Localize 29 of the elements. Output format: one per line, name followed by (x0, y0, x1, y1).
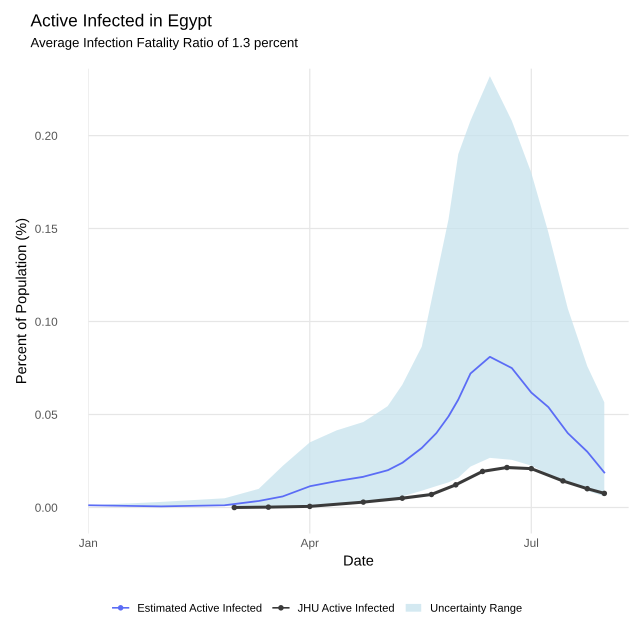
point (602, 490, 608, 496)
y-axis-title: Percent of Population (%) (16, 218, 30, 383)
point (360, 499, 366, 505)
point (399, 495, 406, 501)
chart-title: Active Infected in Egypt (30, 14, 212, 30)
point (480, 468, 486, 474)
point (504, 464, 510, 470)
point (266, 504, 272, 510)
x-tick-label: Jan (78, 538, 98, 548)
y-tick-label: 0.05 (35, 410, 58, 419)
point (584, 486, 590, 492)
x-tick-label: Apr (300, 538, 319, 550)
line-series (88, 356, 606, 508)
legend-label: JHU Active Infected (298, 604, 394, 612)
x-tick-label: Jul (524, 538, 538, 548)
point (453, 482, 459, 488)
point (306, 504, 313, 510)
y-tick-label: 0.10 (35, 318, 58, 326)
y-tick-label: 0.20 (35, 132, 58, 140)
y-tick-label: 0.15 (35, 224, 58, 233)
point (428, 492, 434, 498)
legend-label: Uncertainty Range (430, 604, 522, 614)
point (232, 504, 238, 510)
point (560, 478, 566, 484)
point (528, 466, 534, 472)
chart-subtitle: Average Infection Fatality Ratio of 1.3 percent (30, 38, 298, 50)
legend-label: Estimated Active Infected (138, 604, 262, 612)
x-axis-title: Date (344, 555, 374, 566)
y-tick-label: 0.00 (35, 504, 58, 512)
